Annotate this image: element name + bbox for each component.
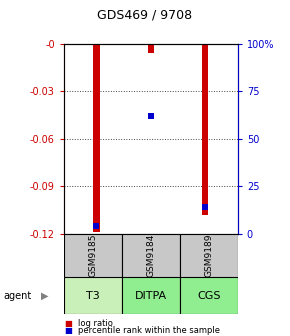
Bar — [93, 44, 100, 232]
Text: GDS469 / 9708: GDS469 / 9708 — [97, 8, 193, 22]
Text: ■: ■ — [64, 327, 72, 335]
Text: percentile rank within the sample: percentile rank within the sample — [78, 327, 220, 335]
Bar — [64, 277, 122, 314]
Bar — [148, 44, 154, 53]
Bar — [180, 234, 238, 277]
Bar — [122, 277, 180, 314]
Text: GSM9184: GSM9184 — [146, 234, 155, 277]
Text: GSM9185: GSM9185 — [88, 234, 97, 277]
Text: GSM9189: GSM9189 — [204, 234, 213, 277]
Bar — [64, 234, 122, 277]
Text: agent: agent — [3, 291, 31, 301]
Text: ▶: ▶ — [41, 291, 48, 301]
Text: T3: T3 — [86, 291, 100, 301]
Text: ■: ■ — [64, 319, 72, 328]
Text: CGS: CGS — [197, 291, 221, 301]
Text: log ratio: log ratio — [78, 319, 113, 328]
Text: DITPA: DITPA — [135, 291, 167, 301]
Bar — [180, 277, 238, 314]
Bar — [202, 44, 209, 215]
Bar — [122, 234, 180, 277]
